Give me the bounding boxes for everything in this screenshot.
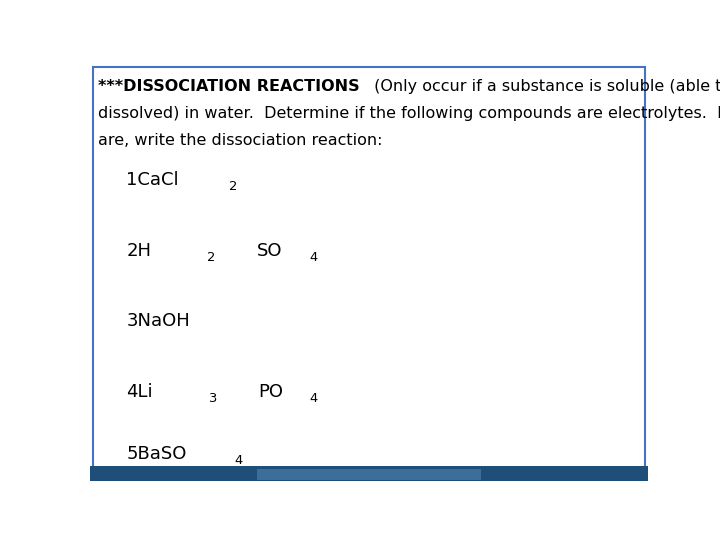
Text: 3: 3 [209,392,217,405]
Text: 4Li: 4Li [126,383,153,401]
Text: 3NaOH: 3NaOH [126,312,190,330]
Text: are, write the dissociation reaction:: are, write the dissociation reaction: [99,133,383,148]
Text: SO: SO [257,241,282,260]
Text: 4: 4 [235,454,243,468]
Text: PO: PO [258,383,283,401]
Text: dissolved) in water.  Determine if the following compounds are electrolytes.  If: dissolved) in water. Determine if the fo… [99,106,720,122]
Text: ***DISSOCIATION REACTIONS: ***DISSOCIATION REACTIONS [99,79,360,94]
Text: (Only occur if a substance is soluble (able to be: (Only occur if a substance is soluble (a… [369,79,720,94]
Bar [258,469,481,480]
Text: 1CaCl: 1CaCl [126,171,179,189]
Text: 5BaSO: 5BaSO [126,446,186,463]
Text: 4: 4 [310,392,318,405]
Text: 2H: 2H [126,241,151,260]
Bar [90,466,648,481]
Text: 2: 2 [207,251,215,264]
Text: 2: 2 [229,180,237,193]
Text: 4: 4 [309,251,318,264]
